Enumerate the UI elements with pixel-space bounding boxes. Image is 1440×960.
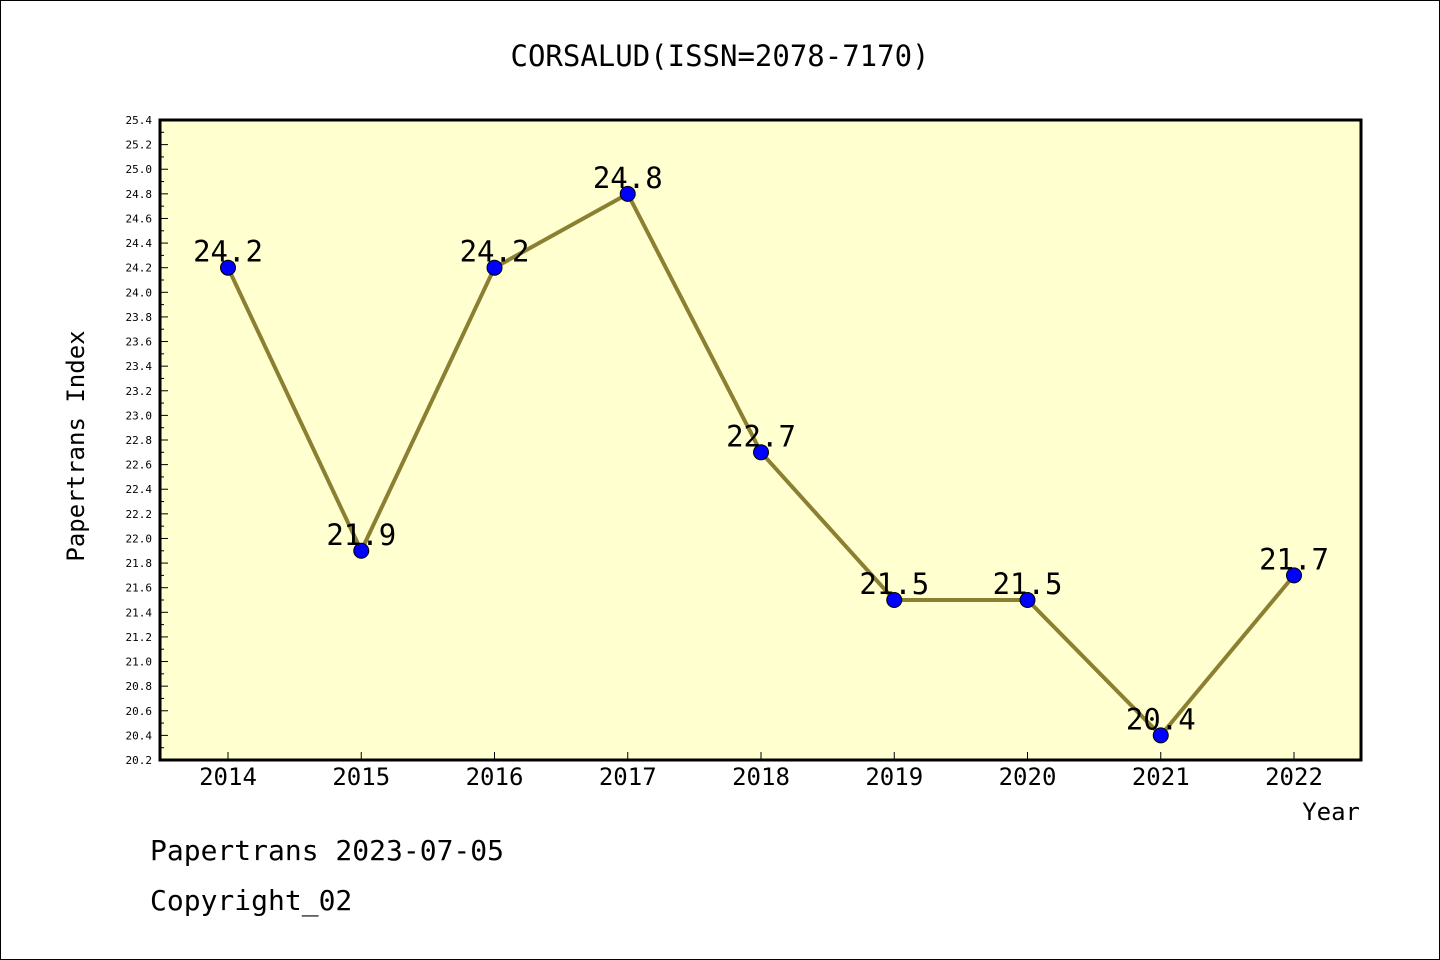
y-tick-label: 23.0 — [126, 409, 153, 422]
y-tick-label: 22.4 — [126, 483, 153, 496]
data-point — [619, 185, 636, 202]
y-tick-label: 22.6 — [126, 459, 153, 472]
x-tick-label: 2020 — [999, 763, 1057, 791]
y-tick-label: 20.2 — [126, 754, 153, 767]
x-tick-label: 2022 — [1265, 763, 1323, 791]
x-tick-label: 2021 — [1132, 763, 1190, 791]
plot-area — [158, 118, 1363, 762]
data-point — [753, 444, 769, 461]
y-tick-label: 21.0 — [126, 656, 153, 669]
data-label: 21.7 — [1259, 542, 1329, 576]
x-tick-label: 2017 — [599, 763, 657, 791]
y-tick-label: 22.2 — [126, 508, 153, 521]
y-tick-label: 20.6 — [126, 705, 153, 718]
y-tick-label: 20.8 — [126, 680, 153, 693]
y-tick-label: 24.0 — [126, 286, 153, 299]
y-tick-label: 22.0 — [126, 532, 153, 545]
y-tick-label: 21.8 — [126, 557, 153, 570]
data-label: 21.5 — [993, 567, 1063, 601]
x-tick-label: 2019 — [865, 763, 923, 791]
data-label: 24.2 — [460, 235, 530, 269]
data-label: 24.2 — [193, 235, 263, 269]
y-tick-label: 23.6 — [126, 336, 153, 349]
x-tick-label: 2014 — [199, 763, 257, 791]
y-tick-label: 21.2 — [126, 631, 153, 644]
data-point — [1286, 567, 1302, 584]
y-tick-label: 25.2 — [126, 139, 153, 152]
footer-copyright: Copyright_02 — [150, 884, 353, 917]
series-group: 24.2 21.9 24.2 24.8 22.7 21.5 21.5 20.4 21.7 — [193, 161, 1329, 744]
data-point — [353, 542, 370, 559]
x-axis-label: Year — [1302, 798, 1360, 826]
data-point — [1152, 727, 1169, 744]
data-point — [886, 592, 903, 608]
y-tick-label: 25.0 — [126, 163, 153, 176]
y-axis-label: Papertrans Index — [62, 330, 90, 561]
y-tick-label: 22.8 — [126, 434, 153, 447]
y-tick-label: 24.4 — [126, 237, 153, 250]
data-point — [220, 259, 236, 276]
data-point — [486, 259, 503, 276]
y-tick-label: 23.2 — [126, 385, 153, 398]
x-tick-label: 2018 — [732, 763, 790, 791]
x-axis: 2014 2015 2016 2017 2018 2019 2020 2021 2022 — [199, 752, 1323, 791]
y-tick-label: 21.4 — [126, 606, 153, 619]
data-point — [1019, 592, 1036, 608]
y-tick-label: 25.4 — [126, 114, 153, 127]
y-tick-label: 21.6 — [126, 582, 153, 595]
chart-title: CORSALUD(ISSN=2078-7170) — [510, 39, 929, 73]
y-tick-label: 23.8 — [126, 311, 153, 324]
data-label: 20.4 — [1126, 702, 1196, 736]
y-tick-label: 24.6 — [126, 212, 153, 225]
footer-date: Papertrans 2023-07-05 — [150, 834, 505, 867]
data-label: 21.5 — [859, 567, 929, 601]
x-tick-label: 2016 — [466, 763, 524, 791]
y-tick-label: 23.4 — [126, 360, 153, 373]
y-tick-label: 24.2 — [126, 262, 153, 275]
x-tick-label: 2015 — [332, 763, 390, 791]
data-label: 21.9 — [326, 518, 396, 552]
y-tick-label: 24.8 — [126, 188, 153, 201]
y-tick-label: 20.4 — [126, 729, 153, 742]
data-label: 22.7 — [726, 419, 796, 453]
data-label: 24.8 — [593, 161, 663, 195]
y-axis: 20.2 20.4 20.6 20.8 21.0 21.2 21.4 21.6 21.8 22.0… — [126, 114, 168, 767]
